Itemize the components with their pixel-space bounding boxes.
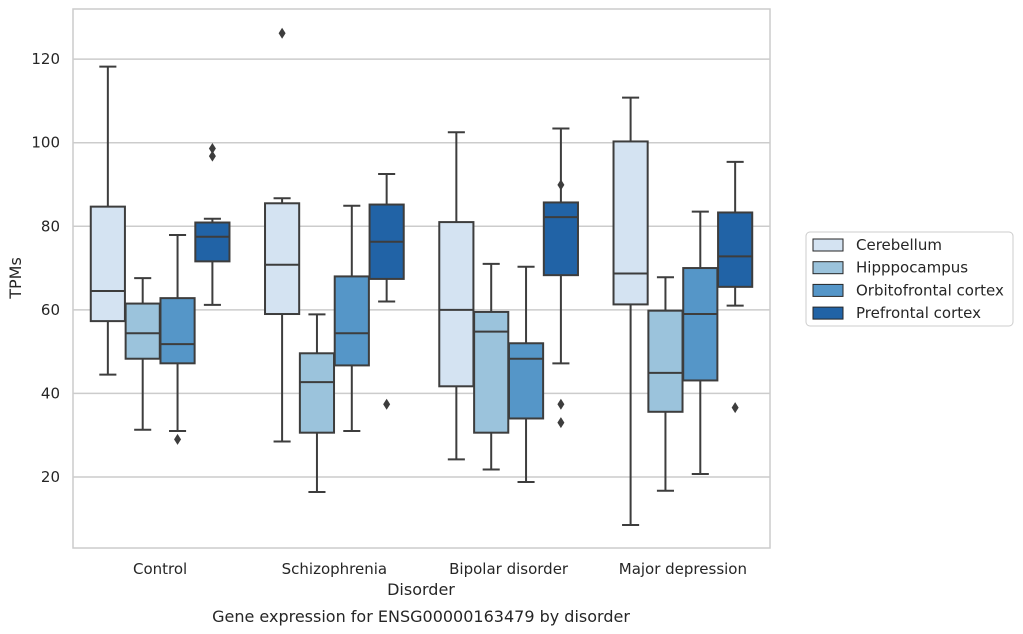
outlier-point xyxy=(174,433,182,445)
y-tick-label: 20 xyxy=(41,468,60,486)
outlier-point xyxy=(557,179,565,191)
outlier-point xyxy=(208,150,216,162)
y-tick-label: 120 xyxy=(31,50,60,68)
legend-label: Prefrontal cortex xyxy=(856,304,981,322)
x-tick-label: Schizophrenia xyxy=(282,560,387,578)
box xyxy=(507,265,545,483)
legend-frame xyxy=(805,231,1014,327)
box xyxy=(473,262,510,471)
y-tick-labels: 20 40 60 80 100 120 xyxy=(31,50,60,486)
x-tick-label: Major depression xyxy=(619,560,747,578)
box-iqr xyxy=(717,211,754,288)
figure-caption: Gene expression for ENSG00000163479 by d… xyxy=(212,607,630,626)
legend-swatch xyxy=(812,261,844,275)
outlier-point xyxy=(557,398,565,410)
box-iqr xyxy=(438,221,475,388)
y-tick-label: 100 xyxy=(31,134,60,152)
y-tick-label: 60 xyxy=(41,301,60,319)
box xyxy=(89,65,126,376)
outlier-point xyxy=(731,402,739,414)
legend-swatch xyxy=(812,238,844,252)
box xyxy=(717,160,754,414)
legend-items: Cerebellum Hipppocampus Orbitofrontal cort… xyxy=(812,236,1004,322)
box xyxy=(333,204,370,433)
box-iqr xyxy=(89,205,126,323)
box xyxy=(264,27,301,443)
plot-area-frame xyxy=(72,8,771,549)
box-iqr xyxy=(298,352,336,434)
x-tick-label: Bipolar disorder xyxy=(449,560,569,578)
box xyxy=(612,96,649,527)
x-axis-label: Disorder xyxy=(387,580,455,599)
box-iqr xyxy=(124,302,161,360)
boxes xyxy=(89,27,754,527)
y-axis-label: TPMs xyxy=(6,257,25,300)
box xyxy=(647,276,684,492)
box xyxy=(159,234,196,445)
box xyxy=(298,313,336,494)
box-iqr xyxy=(647,309,684,413)
box-iqr xyxy=(333,275,370,367)
box-iqr xyxy=(194,221,231,263)
box xyxy=(438,131,475,461)
x-tick-labels: Control Schizophrenia Bipolar disorder Majo… xyxy=(133,560,747,578)
legend-label: Cerebellum xyxy=(856,236,942,254)
legend-swatch xyxy=(812,283,844,297)
legend-label: Orbitofrontal cortex xyxy=(856,281,1004,299)
box-iqr xyxy=(682,267,719,382)
x-tick-label: Control xyxy=(133,560,187,578)
box xyxy=(368,173,405,410)
box-iqr xyxy=(473,310,510,434)
outlier-point xyxy=(557,417,565,429)
box-iqr xyxy=(264,202,301,316)
box-iqr xyxy=(542,201,579,277)
legend-swatch xyxy=(812,306,844,320)
box-iqr xyxy=(159,297,196,365)
legend: Cerebellum Hipppocampus Orbitofrontal cort… xyxy=(805,231,1014,327)
outlier-point xyxy=(278,27,286,39)
box xyxy=(682,210,719,476)
box xyxy=(542,127,579,429)
box-iqr xyxy=(612,140,649,306)
y-tick-label: 40 xyxy=(41,384,60,402)
box xyxy=(124,277,161,431)
box xyxy=(194,143,231,306)
box-iqr xyxy=(507,342,545,420)
y-tick-label: 80 xyxy=(41,217,60,235)
outlier-point xyxy=(208,143,216,155)
outlier-point xyxy=(383,398,391,410)
legend-label: Hipppocampus xyxy=(856,259,968,277)
